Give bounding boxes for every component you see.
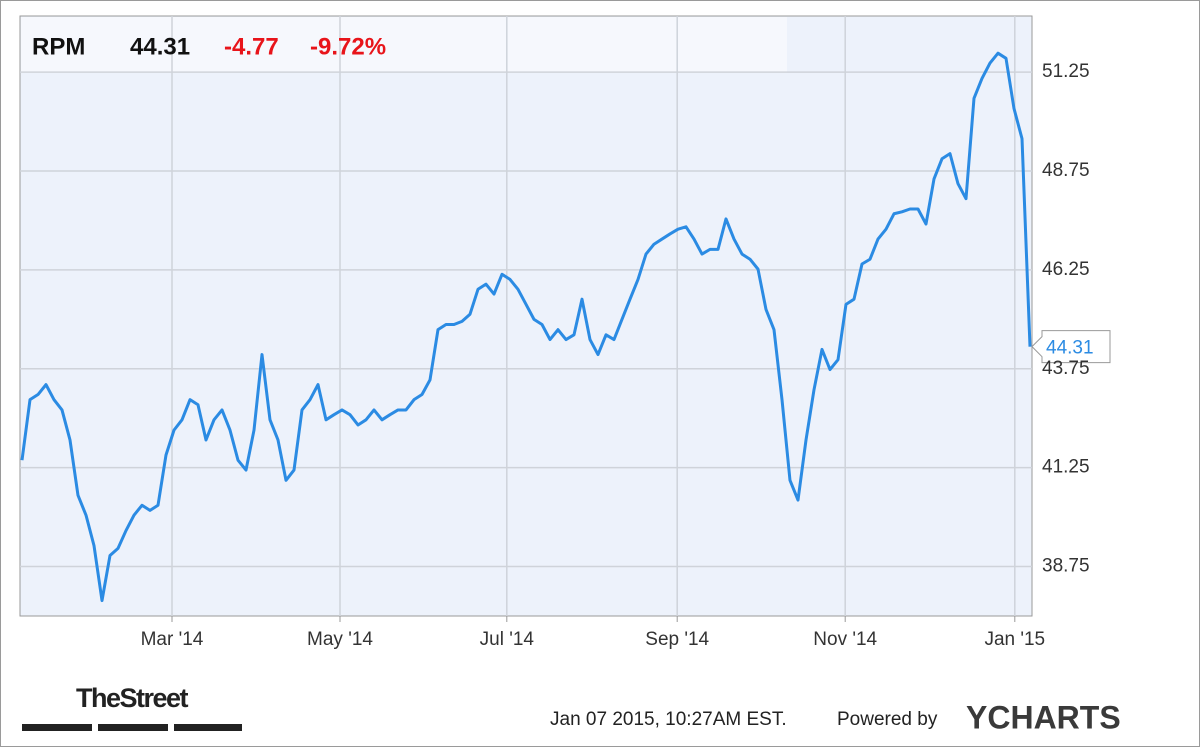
change: -4.77 bbox=[224, 33, 279, 60]
price-line bbox=[20, 51, 1032, 603]
logo-bar bbox=[174, 724, 242, 731]
last-value-label: 44.31 bbox=[1046, 338, 1094, 359]
y-tick-label: 41.25 bbox=[1042, 457, 1090, 478]
x-tick-label: Nov '14 bbox=[813, 629, 877, 650]
source-logo: TheStreet bbox=[76, 683, 189, 713]
price: 44.31 bbox=[130, 33, 190, 60]
y-tick-label: 43.75 bbox=[1042, 358, 1090, 379]
x-tick-label: Jul '14 bbox=[480, 629, 535, 650]
y-tick-label: 51.25 bbox=[1042, 61, 1090, 82]
powered-by: Powered by bbox=[837, 709, 938, 730]
y-tick-label: 38.75 bbox=[1042, 556, 1090, 577]
logo-bar bbox=[98, 724, 168, 731]
x-tick-label: Mar '14 bbox=[141, 629, 204, 650]
x-tick-label: Sep '14 bbox=[645, 629, 709, 650]
change-percent: -9.72% bbox=[310, 33, 386, 60]
ticker: RPM bbox=[32, 33, 85, 60]
last-value-callout bbox=[1031, 330, 1111, 364]
plot-area bbox=[19, 15, 1033, 617]
x-tick-label: Jan '15 bbox=[984, 629, 1045, 650]
y-tick-label: 48.75 bbox=[1042, 160, 1090, 181]
x-tick-label: May '14 bbox=[307, 629, 373, 650]
brand-logo: YCHARTS bbox=[966, 699, 1121, 735]
logo-bar bbox=[22, 724, 92, 731]
y-tick-label: 46.25 bbox=[1042, 259, 1090, 280]
marks: 44.31 bbox=[20, 51, 1111, 603]
timestamp: Jan 07 2015, 10:27AM EST. bbox=[550, 709, 787, 730]
header-band bbox=[21, 17, 787, 73]
